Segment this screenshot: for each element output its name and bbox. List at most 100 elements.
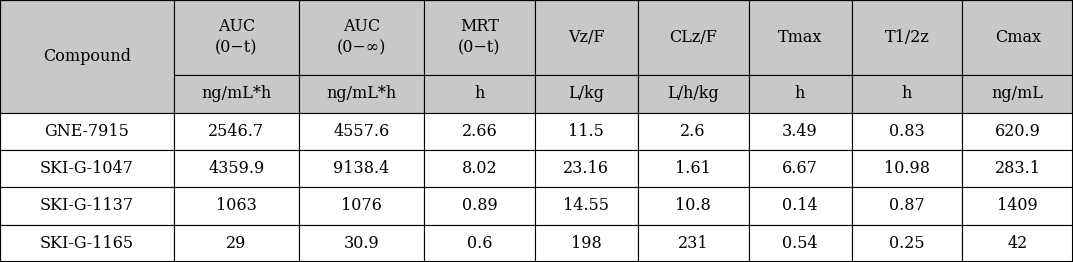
Bar (749, 0, 852, 75)
Bar (424, 0, 534, 75)
Text: 2546.7: 2546.7 (208, 123, 264, 140)
Text: 11.5: 11.5 (569, 123, 604, 140)
Text: 14.55: 14.55 (563, 198, 609, 215)
Text: CLz/F: CLz/F (670, 29, 717, 46)
Bar (962, 113, 1073, 150)
Text: ng/mL*h: ng/mL*h (326, 85, 397, 102)
Text: 1063: 1063 (216, 198, 256, 215)
Bar (424, 150, 534, 187)
Bar (852, 187, 962, 225)
Bar (534, 225, 637, 262)
Bar (0, 0, 174, 113)
Text: 198: 198 (571, 235, 602, 252)
Text: 23.16: 23.16 (563, 160, 609, 177)
Bar (637, 225, 749, 262)
Text: 6.67: 6.67 (782, 160, 818, 177)
Bar (0, 113, 174, 150)
Text: 0.14: 0.14 (782, 198, 818, 215)
Text: 231: 231 (678, 235, 708, 252)
Text: 0.83: 0.83 (890, 123, 925, 140)
Bar (637, 113, 749, 150)
Bar (424, 113, 534, 150)
Text: h: h (474, 85, 485, 102)
Bar (299, 113, 424, 150)
Bar (174, 113, 299, 150)
Bar (174, 150, 299, 187)
Bar (0, 150, 174, 187)
Text: 8.02: 8.02 (461, 160, 497, 177)
Bar (299, 225, 424, 262)
Bar (852, 75, 962, 113)
Bar (424, 75, 534, 113)
Text: 42: 42 (1008, 235, 1028, 252)
Text: 1.61: 1.61 (675, 160, 711, 177)
Text: ng/mL*h: ng/mL*h (202, 85, 271, 102)
Bar (962, 0, 1073, 75)
Bar (852, 113, 962, 150)
Bar (174, 225, 299, 262)
Bar (299, 75, 424, 113)
Bar (174, 187, 299, 225)
Bar (534, 75, 637, 113)
Bar (749, 150, 852, 187)
Text: 30.9: 30.9 (343, 235, 380, 252)
Bar (174, 0, 299, 75)
Bar (962, 150, 1073, 187)
Text: ng/mL: ng/mL (991, 85, 1044, 102)
Bar (0, 187, 174, 225)
Bar (962, 187, 1073, 225)
Text: L/kg: L/kg (569, 85, 604, 102)
Bar (534, 187, 637, 225)
Text: Cmax: Cmax (995, 29, 1041, 46)
Bar (0, 225, 174, 262)
Text: h: h (795, 85, 805, 102)
Text: 0.25: 0.25 (890, 235, 925, 252)
Text: 2.6: 2.6 (680, 123, 706, 140)
Bar (424, 225, 534, 262)
Text: 0.6: 0.6 (467, 235, 493, 252)
Text: 0.87: 0.87 (890, 198, 925, 215)
Text: 4359.9: 4359.9 (208, 160, 265, 177)
Bar (534, 150, 637, 187)
Bar (852, 225, 962, 262)
Bar (962, 75, 1073, 113)
Text: 10.98: 10.98 (884, 160, 930, 177)
Bar (174, 75, 299, 113)
Bar (424, 187, 534, 225)
Text: 0.89: 0.89 (461, 198, 498, 215)
Text: Tmax: Tmax (778, 29, 822, 46)
Bar (534, 113, 637, 150)
Bar (637, 187, 749, 225)
Text: SKI‑G‑1137: SKI‑G‑1137 (40, 198, 134, 215)
Text: 10.8: 10.8 (675, 198, 711, 215)
Bar (749, 113, 852, 150)
Text: 3.49: 3.49 (782, 123, 818, 140)
Text: 1409: 1409 (997, 198, 1038, 215)
Text: 2.66: 2.66 (461, 123, 498, 140)
Text: Vz/F: Vz/F (568, 29, 604, 46)
Text: GNE‑7915: GNE‑7915 (44, 123, 130, 140)
Bar (637, 0, 749, 75)
Bar (299, 0, 424, 75)
Text: 29: 29 (226, 235, 247, 252)
Text: Compound: Compound (43, 48, 131, 65)
Text: 620.9: 620.9 (995, 123, 1041, 140)
Bar (637, 150, 749, 187)
Bar (749, 75, 852, 113)
Text: 0.54: 0.54 (782, 235, 818, 252)
Text: 4557.6: 4557.6 (334, 123, 389, 140)
Text: h: h (901, 85, 912, 102)
Text: 9138.4: 9138.4 (334, 160, 389, 177)
Text: 1076: 1076 (341, 198, 382, 215)
Bar (962, 225, 1073, 262)
Text: AUC
(0−t): AUC (0−t) (216, 18, 258, 56)
Text: AUC
(0−∞): AUC (0−∞) (337, 18, 386, 56)
Bar (299, 187, 424, 225)
Text: SKI‑G‑1047: SKI‑G‑1047 (40, 160, 134, 177)
Bar (852, 0, 962, 75)
Bar (852, 150, 962, 187)
Bar (299, 150, 424, 187)
Text: T1/2z: T1/2z (884, 29, 929, 46)
Text: MRT
(0−t): MRT (0−t) (458, 18, 501, 56)
Bar (637, 75, 749, 113)
